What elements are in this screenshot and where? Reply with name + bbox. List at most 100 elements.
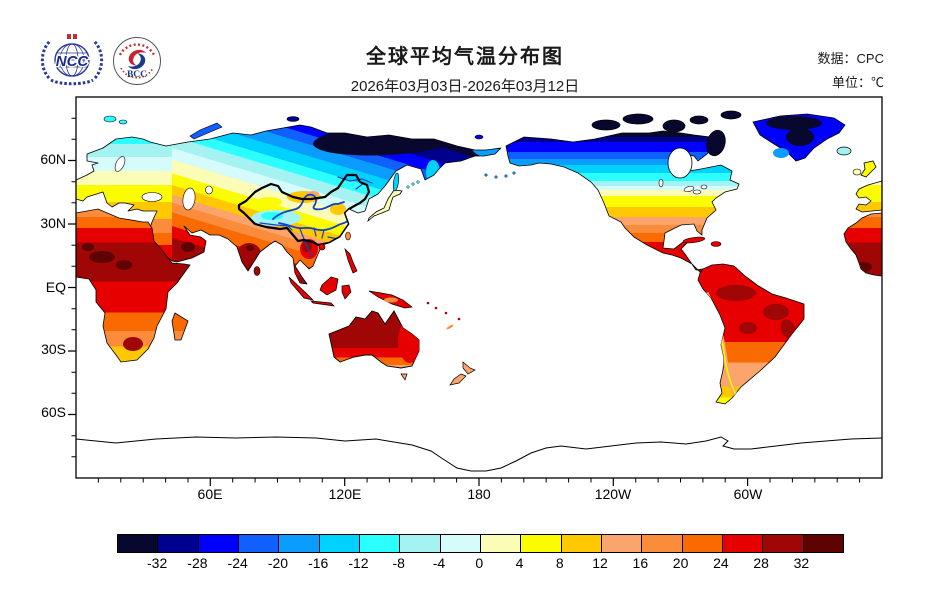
colorbar-tick-label: 32 bbox=[793, 555, 810, 571]
aleutian-islands bbox=[484, 171, 516, 179]
sahel-hot-patch bbox=[89, 251, 115, 263]
new-caledonia bbox=[446, 324, 454, 330]
lat-label-30s: 30S bbox=[41, 341, 66, 357]
colorbar-tick-label: 8 bbox=[555, 555, 564, 571]
colorbar-tick-label: -12 bbox=[348, 555, 369, 571]
united-kingdom bbox=[860, 160, 877, 178]
lon-major-ticks bbox=[209, 478, 749, 486]
caspian-sea bbox=[182, 187, 196, 211]
pacific-islands bbox=[426, 301, 461, 321]
cuba bbox=[682, 236, 706, 244]
great-lakes bbox=[658, 178, 708, 195]
severnaya-zemlya bbox=[286, 116, 300, 122]
colorbar-cell bbox=[682, 535, 723, 552]
ncc-wreath-left bbox=[40, 39, 52, 80]
lon-label-120e: 120E bbox=[328, 486, 362, 502]
bcc-swirl-blue bbox=[128, 53, 146, 70]
lat-major-ticks bbox=[68, 159, 76, 416]
taiwan bbox=[345, 231, 351, 241]
colorbar-cell bbox=[480, 535, 522, 552]
colorbar-cell bbox=[400, 535, 441, 552]
lon-minor-ticks bbox=[97, 478, 861, 483]
aral-sea bbox=[205, 185, 213, 195]
china-border bbox=[237, 173, 371, 247]
continent-north-america bbox=[505, 130, 740, 273]
amazon-hot-patch bbox=[716, 285, 756, 301]
hispaniola bbox=[710, 241, 722, 247]
antarctica-coastline bbox=[75, 436, 883, 472]
japan bbox=[367, 189, 403, 223]
colorbar-tick-label: -32 bbox=[147, 555, 168, 571]
bcc-swirl-red bbox=[128, 49, 146, 66]
ncc-logo: NCC bbox=[40, 34, 104, 86]
colorbar-cell bbox=[279, 535, 320, 552]
meta-block: 数据：CPC 单位：℃ bbox=[818, 47, 884, 95]
inland-seas bbox=[114, 156, 213, 211]
lat-label-60s: 60S bbox=[41, 404, 66, 420]
colorbar-tick-label: 4 bbox=[515, 555, 524, 571]
page-title: 全球平均气温分布图 bbox=[366, 46, 564, 68]
colorbar-labels: -32 -28 -24 -20 -16 -12 -8 -4 0 4 8 12 1… bbox=[117, 555, 842, 571]
black-sea bbox=[141, 192, 163, 202]
colorbar-cell bbox=[601, 535, 643, 552]
ncc-red-mark bbox=[73, 34, 77, 39]
colorbar-tick-label: -16 bbox=[308, 555, 329, 571]
lat-label-eq: EQ bbox=[45, 279, 66, 295]
novaya-zemlya bbox=[189, 122, 223, 140]
baffin-island bbox=[706, 129, 726, 157]
indonesia-islands bbox=[288, 247, 413, 309]
data-source-label: 数据：CPC bbox=[817, 51, 884, 66]
lat-label-30n: 30N bbox=[40, 215, 66, 231]
west-africa-strip bbox=[843, 212, 883, 277]
colorbar-tick-label: 12 bbox=[592, 555, 608, 571]
hainan bbox=[318, 243, 326, 251]
hudson-bay bbox=[667, 147, 693, 179]
colorbar-cell bbox=[803, 535, 843, 552]
colorbar-cell bbox=[642, 535, 683, 552]
tarim-patch bbox=[256, 197, 282, 207]
continent-africa bbox=[75, 208, 191, 363]
colorbar-tick-label: 24 bbox=[713, 555, 729, 571]
chukotka-patch bbox=[472, 137, 501, 157]
colorbar-tick-label: 20 bbox=[672, 555, 689, 571]
colorbar-cell bbox=[238, 535, 280, 552]
lon-label-120w: 120W bbox=[594, 486, 632, 502]
bcc-logo: BCC bbox=[113, 37, 161, 85]
arabia-hot-patch bbox=[181, 242, 195, 252]
colorbar-cell bbox=[198, 535, 239, 552]
bcc-bottom-arc-text bbox=[120, 67, 154, 79]
lat-label-60n: 60N bbox=[40, 151, 66, 167]
lon-label-180: 180 bbox=[467, 486, 491, 502]
ireland bbox=[852, 168, 862, 176]
title-block: 全球平均气温分布图 2026年03月03日-2026年03月12日 bbox=[0, 40, 930, 96]
colorbar-tick-label: -8 bbox=[392, 555, 405, 571]
colorbar-cell bbox=[359, 535, 401, 552]
colorbar-tick-label: -24 bbox=[227, 555, 248, 571]
bcc-logo-text: BCC bbox=[127, 70, 147, 80]
colorbar-tick-label: -28 bbox=[187, 555, 208, 571]
ncc-logo-text: NCC bbox=[56, 53, 90, 70]
colorbar bbox=[117, 534, 844, 553]
arctic-islands bbox=[591, 110, 742, 157]
colorbar-cell bbox=[440, 535, 481, 552]
sri-lanka bbox=[253, 266, 261, 276]
lon-label-60w: 60W bbox=[733, 486, 763, 502]
iceland bbox=[836, 146, 852, 156]
lon-label-60e: 60E bbox=[197, 486, 223, 502]
world-map bbox=[68, 96, 883, 486]
tasmania bbox=[400, 373, 408, 381]
baltic-sea bbox=[114, 156, 126, 172]
svalbard bbox=[103, 115, 117, 123]
colorbar-tick-label: -20 bbox=[267, 555, 289, 571]
colorbar-cell bbox=[763, 535, 804, 552]
yangtze-river bbox=[278, 220, 349, 232]
wrangel-island bbox=[474, 134, 484, 140]
ncc-wreath-right bbox=[92, 39, 104, 80]
bcc-top-arc-text bbox=[118, 43, 156, 56]
colorbar-cell bbox=[722, 535, 764, 552]
colorbar-cell bbox=[158, 535, 199, 552]
unit-label: 单位：℃ bbox=[831, 75, 884, 91]
sakhalin bbox=[392, 172, 400, 192]
colorbar-tick-label: 28 bbox=[753, 555, 769, 571]
